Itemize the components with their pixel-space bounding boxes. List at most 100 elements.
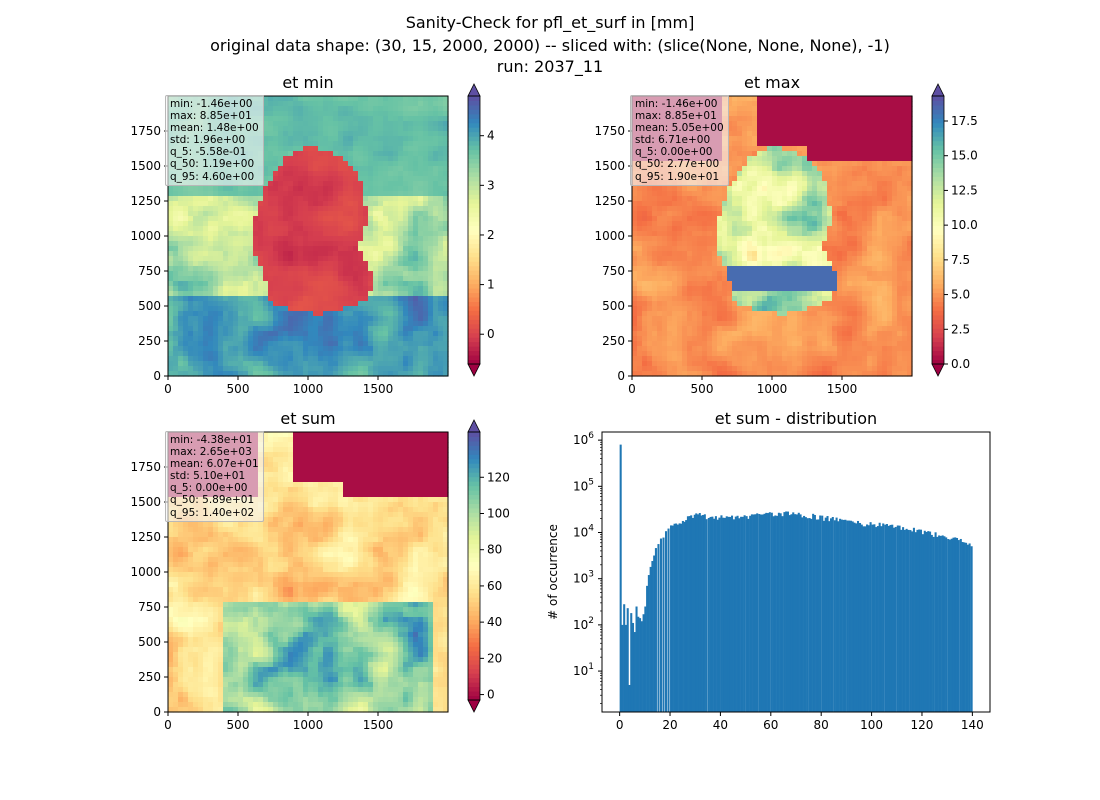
histogram-bar <box>657 544 660 712</box>
colorbar-step <box>468 341 480 347</box>
y-tick-label-histogram: 101 <box>573 662 594 678</box>
y-axis-label-histogram: # of occurrence <box>546 524 560 620</box>
stats-line: q_50: 5.89e+01 <box>170 494 255 507</box>
colorbar-step <box>932 113 944 119</box>
colorbar-step <box>932 279 944 285</box>
histogram-bar <box>671 525 674 712</box>
colorbar-step <box>932 346 944 352</box>
histogram-bar <box>633 632 636 712</box>
histogram-bar <box>695 513 698 712</box>
histogram-bar <box>961 542 964 712</box>
colorbar-step <box>468 256 480 262</box>
histogram-bar <box>963 542 966 712</box>
colorbar-step <box>468 118 480 124</box>
histogram-bar <box>662 537 665 712</box>
histogram-bar <box>711 516 714 712</box>
y-tick-exponent: 1 <box>588 662 594 672</box>
histogram-bar <box>875 527 878 712</box>
histogram-bar <box>740 516 743 712</box>
histogram-bar <box>777 512 780 712</box>
colorbar-step <box>932 216 944 222</box>
histogram-bar <box>885 524 889 712</box>
histogram-bar <box>851 521 854 712</box>
colorbar-step <box>468 234 480 240</box>
histogram-bar <box>678 523 681 712</box>
histogram-bar <box>797 512 800 712</box>
histogram-bar <box>723 517 726 712</box>
colorbar-et-min: 0 1 2 3 4 <box>467 83 495 377</box>
stats-line: q_95: 1.90e+01 <box>635 170 720 183</box>
colorbar-step <box>932 323 944 329</box>
histogram-bar <box>709 516 712 712</box>
colorbar-step <box>932 341 944 347</box>
histogram-bar <box>659 538 663 712</box>
histogram-bar <box>667 528 670 712</box>
colorbar-tick-label: 15.0 <box>951 149 978 163</box>
colorbar-frame <box>931 95 945 365</box>
histogram-bar <box>640 621 643 712</box>
colorbar-step <box>468 516 480 522</box>
colorbar-step <box>932 359 944 365</box>
colorbar-step <box>468 332 480 338</box>
colorbar-frame <box>467 95 481 365</box>
colorbar-step <box>468 100 480 106</box>
histogram-bar <box>837 521 840 712</box>
colorbar-step <box>932 167 944 173</box>
stats-line: std: 6.71e+00 <box>635 134 711 147</box>
histogram-bar <box>700 515 703 712</box>
figure-subtitle-shape: original data shape: (30, 15, 2000, 2000… <box>210 36 890 55</box>
histogram-bar <box>703 514 706 712</box>
colorbar-step <box>932 104 944 110</box>
histogram-bar <box>833 520 836 712</box>
y-tick-label-et-min: 1250 <box>130 194 161 208</box>
histogram-bar <box>905 528 908 712</box>
histogram-bar <box>864 526 867 712</box>
y-tick-exponent: 5 <box>588 477 594 487</box>
stats-box-et-sum: min: -4.38e+01 max: 2.65e+03 mean: 6.07e+0… <box>165 431 264 522</box>
histogram-bar <box>747 518 750 712</box>
colorbar-step <box>468 472 480 478</box>
colorbar-step <box>468 180 480 186</box>
colorbar-step <box>468 659 480 665</box>
colorbar-step <box>932 171 944 177</box>
histogram-bar <box>887 525 890 712</box>
x-tick-label-histogram: 60 <box>763 718 778 732</box>
colorbar-step <box>468 628 480 634</box>
colorbar-step <box>468 189 480 195</box>
colorbar-step <box>932 238 944 244</box>
histogram-bar <box>826 516 829 712</box>
y-tick-label-et-min: 0 <box>153 369 161 383</box>
x-tick-label-histogram: 20 <box>662 718 677 732</box>
histogram-bar <box>741 516 744 712</box>
histogram-bar <box>707 517 710 712</box>
y-tick-label-et-min: 500 <box>138 299 161 313</box>
colorbar-step <box>468 283 480 289</box>
x-tick-label-et-min: 500 <box>227 382 250 396</box>
colorbar-step <box>468 221 480 227</box>
y-tick-label-histogram: 103 <box>573 570 594 586</box>
colorbar-step <box>932 270 944 276</box>
histogram-bar <box>619 444 622 712</box>
histogram-bar <box>675 523 678 712</box>
colorbar-step <box>468 140 480 146</box>
stats-line: std: 1.96e+00 <box>170 134 246 147</box>
y-tick-label-et-max: 1750 <box>594 124 625 138</box>
histogram-bar <box>943 536 946 712</box>
histogram-bar <box>626 608 629 712</box>
histogram-bar <box>750 514 753 712</box>
histogram-bar <box>801 517 804 712</box>
colorbar-step <box>468 574 480 580</box>
colorbar-step <box>932 122 944 128</box>
colorbar-step <box>932 350 944 356</box>
colorbar-tick-label: 20 <box>487 651 502 665</box>
histogram-bar <box>642 614 645 712</box>
y-tick-label-histogram: 106 <box>573 431 594 447</box>
histogram-bar <box>831 517 834 712</box>
histogram-bar <box>896 525 899 712</box>
colorbar-step <box>468 552 480 558</box>
colorbar-step <box>932 163 944 168</box>
colorbar-step <box>468 503 480 509</box>
colorbar-step <box>468 292 480 298</box>
x-tick-label-et-min: 1000 <box>293 382 324 396</box>
histogram-bar <box>882 523 885 712</box>
